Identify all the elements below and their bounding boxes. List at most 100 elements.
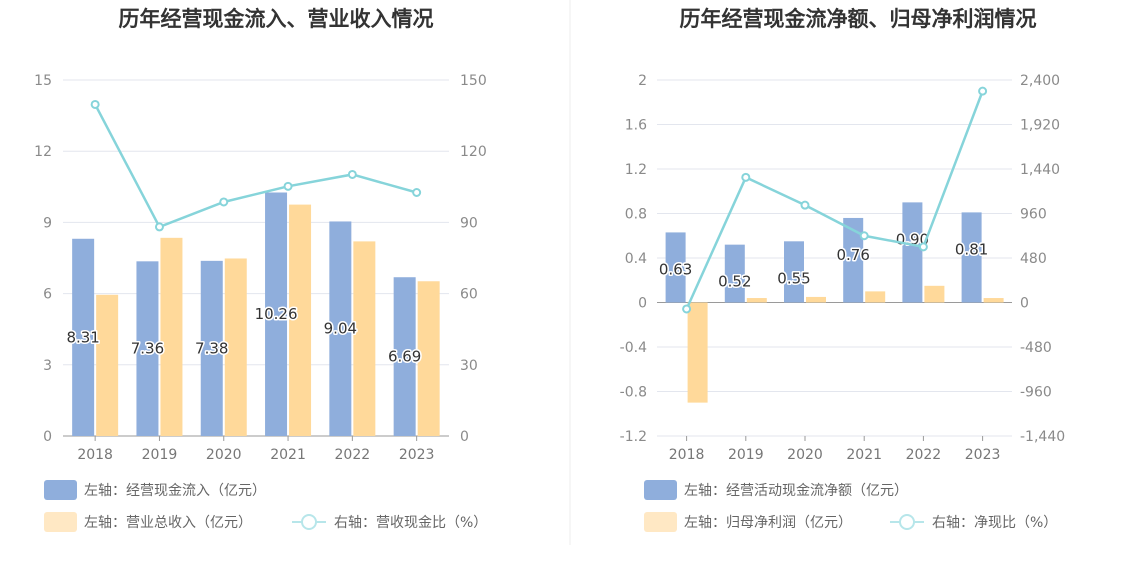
bar-primary-2019[interactable] (136, 261, 159, 436)
right-axis-tick-label: 60 (460, 287, 478, 303)
right-axis-tick-label: 0 (460, 429, 469, 445)
x-axis-tick-label: 2022 (906, 447, 942, 463)
x-axis-tick-label: 2019 (142, 447, 178, 463)
ratio-point-2023[interactable] (978, 86, 988, 96)
left-axis-tick-label: 1.2 (625, 162, 647, 178)
x-axis-tick-label: 2023 (399, 447, 435, 463)
left-axis-tick-label: 9 (43, 215, 52, 231)
ratio-point-2020[interactable] (219, 197, 229, 207)
bar-data-label: 0.55 (777, 269, 810, 287)
left-axis-tick-label: 6 (43, 287, 52, 303)
legend-line-marker (301, 514, 317, 530)
bar-data-label: 0.63 (659, 260, 692, 278)
ratio-point-2019[interactable] (741, 172, 751, 182)
bar-primary-2021[interactable] (265, 192, 288, 436)
legend-label-primary: 左轴：经营活动现金流净额（亿元） (684, 483, 908, 499)
left-axis-tick-label: 15 (34, 73, 52, 89)
x-axis-tick-label: 2018 (669, 447, 705, 463)
bar-primary-2022[interactable] (902, 202, 923, 303)
bar-secondary-2018[interactable] (96, 294, 119, 436)
left-axis-tick-label: 2 (638, 73, 647, 89)
legend-swatch-primary[interactable] (44, 480, 77, 500)
bar-primary-2018[interactable] (72, 238, 95, 436)
left-axis-tick-label: 0.4 (625, 251, 647, 267)
legend-label-secondary: 左轴：营业总收入（亿元） (84, 515, 252, 531)
left-axis-tick-label: 12 (34, 144, 52, 160)
ratio-point-2020[interactable] (800, 200, 810, 210)
right-axis-tick-label: -1,440 (1020, 429, 1065, 445)
right-axis-tick-label: 480 (1020, 251, 1047, 267)
bar-data-label: 0.81 (955, 240, 988, 258)
bar-primary-2019[interactable] (724, 244, 745, 303)
ratio-line (94, 103, 417, 229)
right-axis-tick-label: 960 (1020, 207, 1047, 223)
left-axis-tick-label: 0 (638, 296, 647, 312)
ratio-line (685, 90, 984, 310)
right-axis-tick-label: 0 (1020, 296, 1029, 312)
bar-primary-2021[interactable] (843, 217, 864, 303)
right-axis-tick-label: 120 (460, 144, 487, 160)
bar-primary-2020[interactable] (200, 260, 223, 436)
chart-title: 历年经营现金流净额、归母净利润情况 (680, 7, 1037, 31)
bar-secondary-2019[interactable] (746, 298, 767, 303)
legend-label-line: 右轴：净现比（%） (932, 515, 1057, 531)
ratio-point-2018[interactable] (90, 99, 100, 109)
bar-secondary-2021[interactable] (865, 291, 886, 303)
legend-label-primary: 左轴：经营现金流入（亿元） (84, 483, 266, 499)
bar-primary-2018[interactable] (665, 232, 686, 303)
left-axis-tick-label: 0 (43, 429, 52, 445)
ratio-point-2021[interactable] (859, 231, 869, 241)
ratio-point-2021[interactable] (283, 181, 293, 191)
bar-primary-2020[interactable] (784, 241, 804, 303)
bar-secondary-2020[interactable] (806, 296, 826, 303)
ratio-point-2018[interactable] (682, 304, 692, 314)
left-axis-tick-label: 1.6 (625, 118, 647, 134)
legend-swatch-secondary[interactable] (644, 512, 677, 532)
bar-primary-2023[interactable] (961, 212, 982, 303)
right-axis-tick-label: 2,400 (1020, 73, 1060, 89)
bar-data-label: 9.04 (324, 320, 357, 338)
bar-secondary-2019[interactable] (160, 237, 183, 436)
bar-secondary-2020[interactable] (224, 258, 247, 436)
legend-label-line: 右轴：营收现金比（%） (334, 515, 487, 531)
bar-secondary-2022[interactable] (353, 241, 376, 436)
x-axis-tick-label: 2021 (270, 447, 306, 463)
right-axis-tick-label: -480 (1020, 340, 1052, 356)
x-axis-tick-label: 2022 (335, 447, 371, 463)
bar-secondary-2023[interactable] (983, 298, 1004, 303)
bar-data-label: 0.52 (718, 273, 751, 291)
legend-label-secondary: 左轴：归母净利润（亿元） (684, 514, 852, 531)
left-axis-tick-label: 0.8 (625, 207, 647, 223)
bar-data-label: 7.38 (195, 339, 228, 357)
x-axis-tick-label: 2020 (787, 447, 823, 463)
bar-data-label: 8.31 (66, 328, 99, 346)
bar-primary-2023[interactable] (393, 277, 416, 436)
left-axis-tick-label: 3 (43, 358, 52, 374)
left-axis-tick-label: -0.4 (620, 340, 647, 356)
x-axis-tick-label: 2020 (206, 447, 242, 463)
ratio-point-2022[interactable] (347, 169, 357, 179)
x-axis-tick-label: 2021 (846, 447, 882, 463)
left-axis-tick-label: -1.2 (620, 429, 647, 445)
bar-secondary-2018[interactable] (687, 302, 708, 403)
bar-data-label: 6.69 (388, 348, 421, 366)
legend-line-marker (899, 514, 915, 530)
right-axis-tick-label: 150 (460, 73, 487, 89)
bar-primary-2022[interactable] (329, 221, 352, 436)
bar-secondary-2021[interactable] (289, 204, 312, 436)
ratio-point-2023[interactable] (412, 187, 422, 197)
right-axis-tick-label: 90 (460, 215, 478, 231)
x-axis-tick-label: 2019 (728, 447, 764, 463)
legend-swatch-secondary[interactable] (44, 512, 77, 532)
bar-data-label: 0.76 (836, 246, 869, 264)
legend-swatch-primary[interactable] (644, 480, 677, 500)
right-axis-tick-label: 1,440 (1020, 162, 1060, 178)
ratio-point-2019[interactable] (154, 222, 164, 232)
left-axis-tick-label: -0.8 (620, 385, 647, 401)
x-axis-tick-label: 2023 (965, 447, 1001, 463)
x-axis-tick-label: 2018 (77, 447, 113, 463)
ratio-point-2022[interactable] (918, 242, 928, 252)
bar-secondary-2022[interactable] (924, 285, 945, 303)
bar-secondary-2023[interactable] (417, 281, 440, 436)
